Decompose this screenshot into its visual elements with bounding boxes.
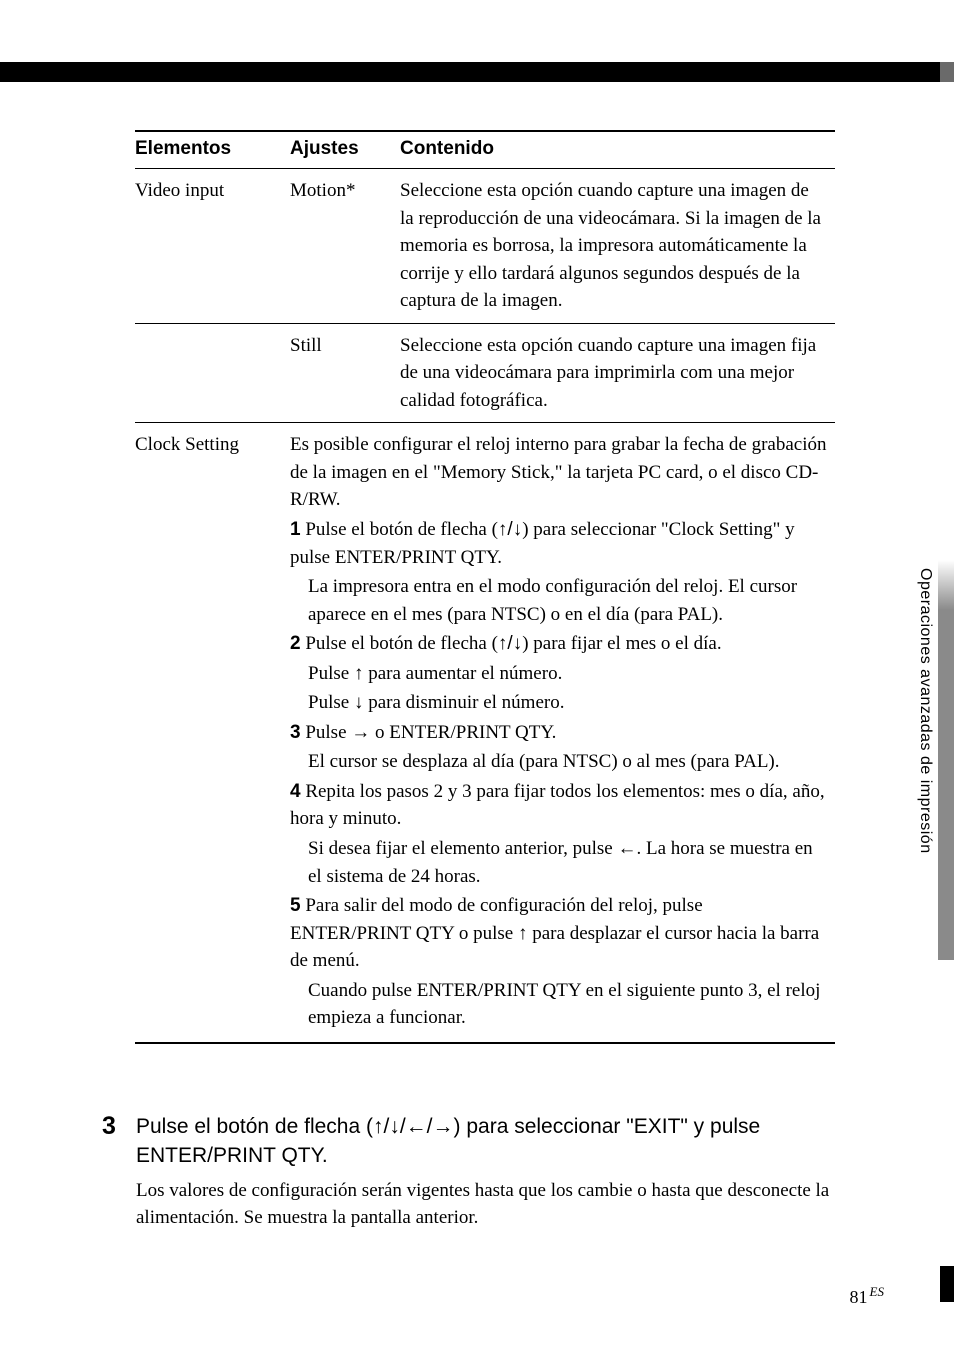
cell-contenido: Seleccione esta opción cuando capture un…: [400, 169, 835, 324]
step-number: 3: [102, 1112, 116, 1141]
side-tab-gradient: [938, 560, 954, 610]
corner-mark: [940, 1266, 954, 1302]
page-footer: 81ES: [850, 1284, 884, 1308]
arrow-all-icon: ↑/↓/←/→: [373, 1115, 454, 1138]
clock-step5-note: Cuando pulse ENTER/PRINT QTY en el sigui…: [290, 977, 827, 1032]
side-tab-bar: [938, 610, 954, 960]
clock-step2: 2 Pulse el botón de flecha (↑/↓) para fi…: [290, 630, 827, 658]
clock-step2-dec: Pulse ↓ para disminuir el número.: [290, 689, 827, 717]
col-header-ajustes: Ajustes: [290, 131, 400, 169]
clock-step1-note: La impresora entra en el modo configurac…: [290, 573, 827, 628]
cell-elementos: Video input: [135, 169, 290, 324]
arrow-updown-icon: ↑/↓: [498, 633, 522, 654]
page-lang: ES: [870, 1284, 884, 1299]
step3-heading: Pulse el botón de flecha (↑/↓/←/→) para …: [136, 1112, 842, 1171]
cell-elementos: Clock Setting: [135, 423, 290, 1043]
table-row: Video input Motion* Seleccione esta opci…: [135, 169, 835, 324]
settings-table: Elementos Ajustes Contenido Video input …: [135, 130, 835, 1044]
step3-body: Los valores de configuración serán vigen…: [136, 1177, 842, 1232]
clock-step4-note: Si desea fijar el elemento anterior, pul…: [290, 835, 827, 890]
table-row-clock: Clock Setting Es posible configurar el r…: [135, 423, 835, 1043]
clock-step4: 4 Repita los pasos 2 y 3 para fijar todo…: [290, 778, 827, 833]
arrow-right-icon: →: [351, 722, 370, 743]
arrow-updown-icon: ↑/↓: [498, 519, 522, 540]
table-row: Still Seleccione esta opción cuando capt…: [135, 323, 835, 423]
col-header-contenido: Contenido: [400, 131, 835, 169]
cell-elementos: [135, 323, 290, 423]
cell-contenido: Seleccione esta opción cuando capture un…: [400, 323, 835, 423]
page-number: 81: [850, 1287, 868, 1307]
cell-ajustes: Motion*: [290, 169, 400, 324]
clock-step2-inc: Pulse ↑ para aumentar el número.: [290, 660, 827, 688]
main-content: Elementos Ajustes Contenido Video input …: [135, 130, 835, 1044]
side-section-label: Operaciones avanzadas de impresión: [916, 568, 934, 854]
col-header-elementos: Elementos: [135, 131, 290, 169]
cell-ajustes: Still: [290, 323, 400, 423]
clock-intro: Es posible configurar el reloj interno p…: [290, 431, 827, 514]
cell-clock-content: Es posible configurar el reloj interno p…: [290, 423, 835, 1043]
main-step-3: 3 Pulse el botón de flecha (↑/↓/←/→) par…: [102, 1112, 842, 1232]
header-bar: [0, 62, 954, 82]
arrow-left-icon: ←: [617, 838, 636, 859]
clock-step3: 3 Pulse → o ENTER/PRINT QTY.: [290, 719, 827, 747]
arrow-up-icon: ↑: [354, 663, 364, 684]
clock-step5: 5 Para salir del modo de configuración d…: [290, 892, 827, 975]
arrow-up-icon: ↑: [518, 923, 528, 944]
clock-step3-note: El cursor se desplaza al día (para NTSC)…: [290, 748, 827, 776]
arrow-down-icon: ↓: [354, 692, 364, 713]
clock-step1: 1 Pulse el botón de flecha (↑/↓) para se…: [290, 516, 827, 571]
